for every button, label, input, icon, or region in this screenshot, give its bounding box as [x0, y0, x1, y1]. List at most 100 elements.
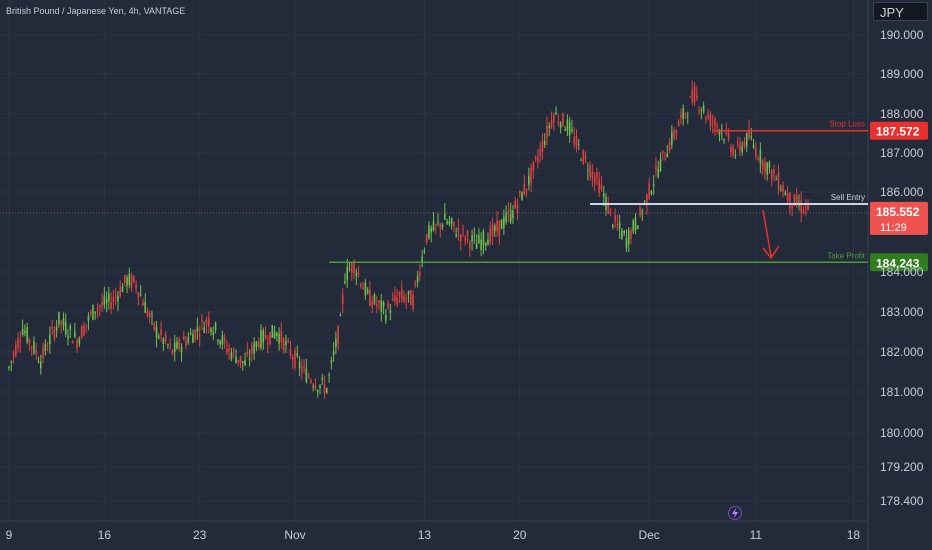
candle-body [727, 132, 730, 139]
candle-body [87, 315, 90, 321]
candle-body [207, 318, 210, 327]
candle-body [421, 256, 423, 263]
candle-body [709, 114, 712, 127]
candle-body [600, 184, 603, 190]
candle-body [621, 230, 623, 239]
candle-body [609, 208, 612, 210]
candle-body [741, 146, 744, 152]
candle-body [205, 319, 208, 325]
candle-body [142, 302, 144, 306]
candle-body [44, 343, 47, 352]
candle-body [403, 295, 405, 302]
candle-body [155, 326, 158, 338]
candle-body [273, 331, 276, 338]
candle-body [219, 340, 221, 345]
candle-body [158, 336, 160, 339]
candle-body [541, 141, 544, 153]
candle-body [562, 113, 564, 126]
candle-body [373, 294, 376, 304]
candle-body [355, 272, 358, 277]
candle-body [725, 130, 728, 134]
candle-body [496, 220, 498, 231]
candle-body [276, 332, 278, 337]
candle-body [139, 294, 142, 296]
candle-body [566, 119, 569, 132]
candle-body [232, 348, 235, 351]
candle-body [584, 156, 587, 158]
candle-body [17, 338, 19, 348]
candle-body [491, 224, 494, 236]
time-tick-label: 9 [6, 528, 13, 542]
candle-body [135, 284, 137, 289]
candle-body [759, 149, 762, 164]
candle-body [187, 337, 190, 343]
candle-body [739, 143, 741, 152]
candle-body [664, 159, 666, 161]
candle-body [282, 338, 285, 351]
lightning-glyph [732, 508, 738, 518]
candle-body [671, 131, 673, 145]
candle-body [643, 201, 646, 203]
candle-body [10, 361, 13, 363]
candle-body [171, 350, 174, 355]
candle-body [723, 139, 725, 141]
candle-body [180, 346, 183, 353]
candle-body [693, 86, 696, 103]
candle-body [616, 223, 619, 226]
candle-body [239, 355, 242, 364]
candle-body [114, 296, 117, 298]
candle-body [548, 125, 551, 129]
candle-body [49, 335, 51, 345]
candle-body [614, 214, 616, 221]
candle-body [128, 273, 131, 285]
candle-body [255, 341, 258, 347]
candle-body [571, 129, 573, 132]
candle-body [74, 331, 76, 337]
candle-body [689, 96, 691, 98]
candle-body [42, 346, 44, 359]
candle-body [178, 339, 181, 349]
candle-body [409, 290, 412, 306]
sell_entry-label: Sell Entry [831, 193, 865, 202]
candle-body [539, 149, 541, 157]
candle-body [305, 368, 308, 383]
candle-body [264, 334, 267, 339]
candle-body [33, 341, 35, 353]
candle-body [146, 310, 149, 316]
candle-body [618, 222, 621, 230]
candle-body [543, 141, 546, 146]
candle-body [380, 300, 383, 313]
candle-body [89, 312, 92, 314]
candle-body [537, 157, 539, 162]
time-tick-label: 23 [193, 528, 207, 542]
candle-body [360, 283, 362, 287]
candle-body [314, 384, 317, 390]
candle-body [668, 142, 671, 151]
stop_loss-price-text: 187.572 [876, 125, 920, 139]
candle-body [564, 129, 566, 131]
candle-body [593, 176, 596, 184]
currency-button[interactable]: JPY [873, 2, 928, 21]
candle-body [310, 380, 312, 383]
candle-body [525, 188, 528, 191]
candle-body [661, 150, 664, 153]
candle-body [682, 108, 684, 119]
candle-body [775, 179, 778, 181]
candle-body [677, 121, 680, 127]
candle-body [80, 326, 83, 339]
candle-body [396, 297, 398, 305]
candle-body [319, 384, 321, 389]
candle-body [416, 276, 419, 283]
candle-body [210, 328, 212, 333]
candle-body [807, 203, 809, 210]
candle-body [507, 211, 510, 213]
candle-body [362, 287, 364, 290]
candle-body [730, 146, 732, 152]
candle-body [625, 238, 628, 248]
candle-body [448, 221, 451, 225]
candle-body [346, 266, 349, 280]
candle-body [298, 361, 301, 369]
candle-body [764, 162, 766, 172]
candle-body [330, 359, 333, 363]
